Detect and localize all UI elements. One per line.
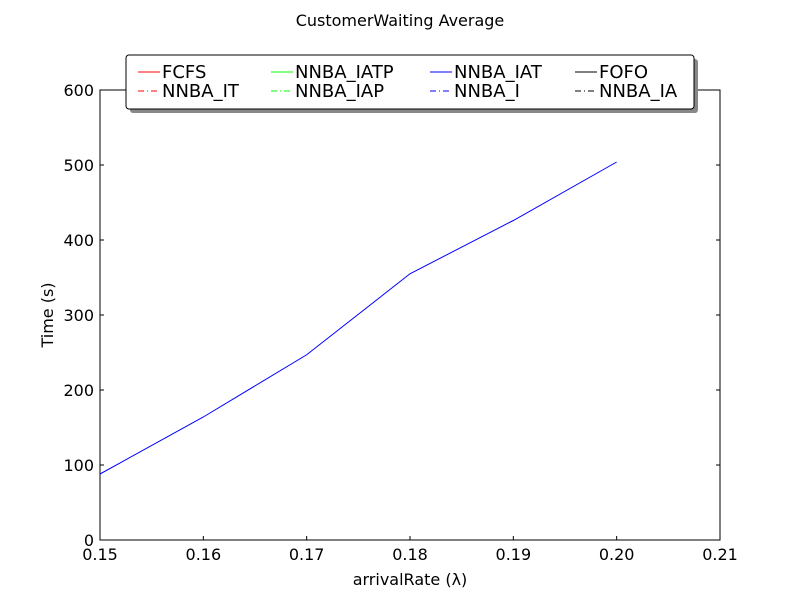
x-tick-label: 0.19 bbox=[496, 545, 532, 564]
legend-label: NNBA_IAP bbox=[295, 81, 384, 102]
y-axis: 0 100 200 300 400 500 600 bbox=[63, 81, 720, 550]
y-tick-label: 100 bbox=[63, 456, 94, 475]
legend-label: NNBA_IT bbox=[162, 81, 240, 102]
legend-label: NNBA_IAT bbox=[454, 62, 543, 83]
x-tick-label: 0.18 bbox=[392, 545, 428, 564]
y-tick-label: 0 bbox=[84, 531, 94, 550]
legend-label: FCFS bbox=[162, 62, 206, 83]
legend-label: NNBA_I bbox=[454, 81, 520, 102]
x-tick-label: 0.16 bbox=[186, 545, 222, 564]
legend-label: NNBA_IATP bbox=[295, 62, 394, 83]
x-axis-label: arrivalRate (λ) bbox=[353, 570, 468, 589]
y-tick-label: 200 bbox=[63, 381, 94, 400]
series-line-nnba-iat bbox=[99, 161, 617, 475]
y-tick-label: 600 bbox=[63, 81, 94, 100]
legend-box bbox=[125, 54, 695, 110]
series-layer bbox=[99, 161, 617, 475]
x-tick-label: 0.21 bbox=[702, 545, 738, 564]
x-tick-label: 0.17 bbox=[289, 545, 325, 564]
y-axis-label: Time (s) bbox=[38, 282, 57, 348]
y-tick-label: 300 bbox=[63, 306, 94, 325]
legend: FCFS NNBA_IATP NNBA_IAT FOFO NNBA_IT NNBA_IAP… bbox=[125, 54, 698, 113]
y-tick-label: 400 bbox=[63, 231, 94, 250]
x-tick-label: 0.15 bbox=[82, 545, 118, 564]
chart-title: CustomerWaiting Average bbox=[296, 11, 505, 30]
x-tick-label: 0.20 bbox=[599, 545, 635, 564]
x-axis: 0.15 0.16 0.17 0.18 0.19 0.20 0.21 bbox=[82, 90, 738, 564]
legend-items: FCFS NNBA_IATP NNBA_IAT FOFO NNBA_IT NNBA_IAP… bbox=[138, 62, 678, 102]
y-tick-label: 500 bbox=[63, 156, 94, 175]
legend-label: NNBA_IA bbox=[599, 81, 678, 102]
legend-label: FOFO bbox=[599, 62, 648, 83]
